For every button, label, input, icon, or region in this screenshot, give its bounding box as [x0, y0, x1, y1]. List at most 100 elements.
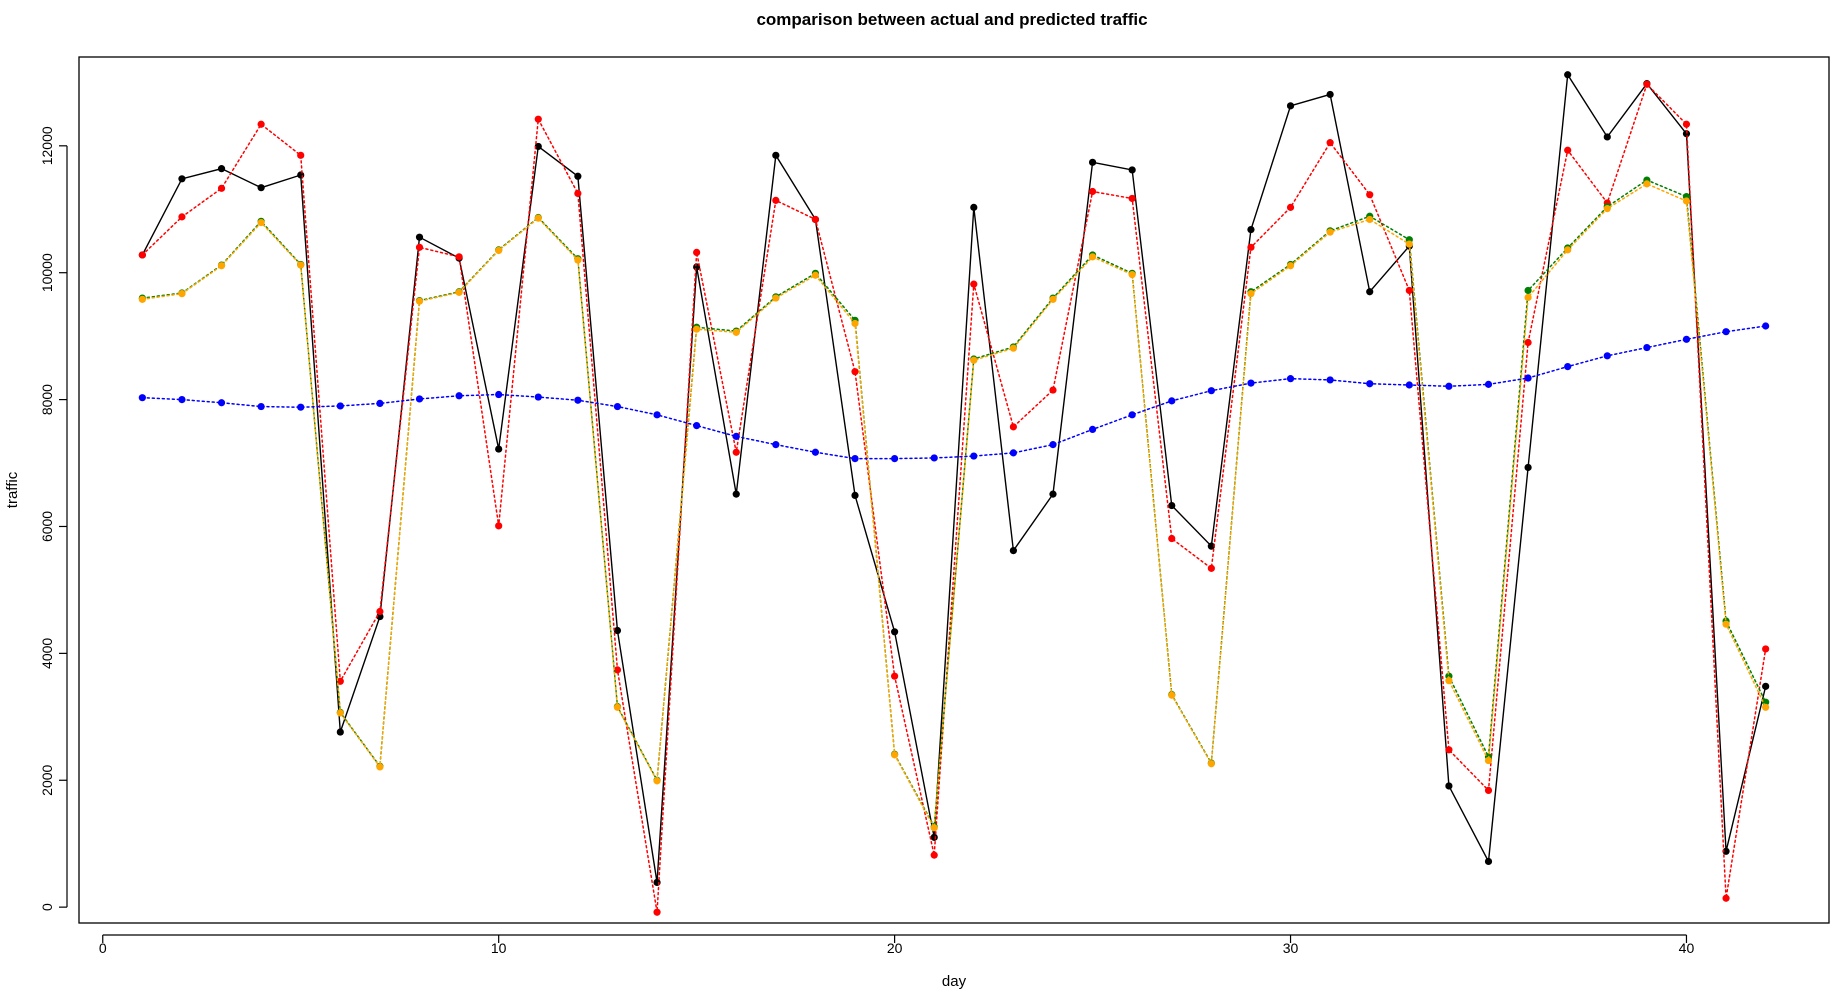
- data-point: [1722, 894, 1730, 902]
- data-point: [613, 703, 622, 711]
- data-point: [891, 454, 899, 463]
- data-point: [1484, 756, 1493, 765]
- data-point: [1088, 425, 1097, 434]
- data-point: [1722, 620, 1730, 628]
- data-point: [415, 395, 424, 403]
- data-point: [297, 403, 305, 411]
- x-tick-label: 40: [1679, 940, 1695, 956]
- data-point: [336, 677, 344, 685]
- data-point: [732, 432, 740, 440]
- data-point: [178, 213, 186, 221]
- data-point: [1009, 344, 1017, 352]
- y-axis-label: traffic: [4, 471, 21, 508]
- y-tick-label: 4000: [39, 638, 55, 669]
- data-point: [772, 151, 780, 159]
- data-point: [1366, 215, 1374, 224]
- data-point: [1207, 387, 1215, 395]
- data-point: [772, 196, 780, 204]
- data-point: [257, 184, 265, 192]
- data-point: [851, 491, 859, 499]
- data-point: [1128, 194, 1136, 203]
- data-point: [1722, 847, 1730, 855]
- data-point: [336, 402, 344, 410]
- data-point: [970, 452, 978, 460]
- data-point: [495, 390, 503, 399]
- data-point: [1564, 71, 1572, 79]
- data-point: [970, 280, 978, 288]
- data-point: [1524, 293, 1532, 302]
- data-point: [138, 394, 146, 402]
- y-tick-label: 6000: [39, 511, 55, 542]
- data-point: [1326, 376, 1334, 384]
- data-point: [336, 709, 344, 717]
- data-point: [930, 833, 938, 841]
- data-point: [613, 402, 622, 411]
- data-point: [1405, 286, 1413, 295]
- y-tick-label: 8000: [39, 384, 55, 415]
- data-point: [178, 175, 186, 183]
- series-line: [141, 72, 1767, 883]
- series-line: [141, 179, 1767, 830]
- data-point: [732, 328, 740, 336]
- data-point: [495, 246, 503, 255]
- axes: 0 10 20 30 40 0 2000 4000 6000 8000 10000 12000: [39, 126, 1694, 956]
- data-point: [1643, 180, 1651, 188]
- data-point: [217, 165, 226, 173]
- data-point: [297, 151, 305, 159]
- data-point: [534, 115, 542, 123]
- data-point: [1366, 191, 1374, 199]
- data-point: [1366, 288, 1374, 296]
- data-point: [1762, 322, 1770, 330]
- data-point: [1049, 441, 1057, 449]
- data-point: [455, 253, 463, 261]
- data-point: [415, 233, 424, 241]
- data-point: [415, 297, 424, 305]
- chart-title: comparison between actual and predicted …: [756, 10, 1147, 29]
- data-point: [1603, 205, 1611, 213]
- data-point: [1009, 449, 1017, 457]
- data-point: [1643, 343, 1651, 352]
- series-3: [138, 180, 1770, 832]
- data-point: [1168, 397, 1176, 405]
- data-point: [376, 763, 384, 771]
- data-point: [1484, 857, 1493, 866]
- data-point: [811, 271, 820, 279]
- series-4: [138, 322, 1770, 463]
- data-point: [534, 142, 542, 151]
- x-tick-label: 10: [491, 940, 507, 956]
- data-point: [1326, 90, 1334, 99]
- data-point: [1049, 490, 1057, 498]
- data-point: [693, 422, 701, 430]
- data-point: [1207, 564, 1215, 572]
- data-point: [851, 368, 859, 376]
- data-point: [1445, 746, 1453, 754]
- data-point: [1762, 682, 1770, 690]
- data-point: [1484, 380, 1493, 388]
- data-point: [1405, 240, 1413, 248]
- series-line: [141, 183, 1767, 831]
- data-point: [1524, 338, 1532, 347]
- data-point: [574, 189, 582, 198]
- x-tick-label: 30: [1283, 940, 1299, 956]
- data-point: [851, 319, 859, 328]
- series-1: [138, 80, 1770, 916]
- data-point: [1722, 328, 1730, 336]
- data-point: [534, 214, 542, 222]
- data-point: [1247, 243, 1255, 251]
- data-point: [1128, 411, 1136, 419]
- data-point: [178, 290, 186, 298]
- data-point: [1049, 386, 1057, 394]
- data-point: [1286, 262, 1295, 270]
- data-point: [930, 851, 938, 859]
- data-point: [1168, 501, 1176, 510]
- data-point: [1445, 677, 1453, 685]
- data-point: [138, 251, 146, 259]
- data-point: [1445, 782, 1453, 790]
- data-point: [1049, 295, 1057, 303]
- series-line: [141, 325, 1767, 460]
- data-point: [772, 294, 780, 302]
- data-point: [534, 393, 542, 401]
- data-point: [772, 441, 780, 449]
- data-point: [138, 295, 146, 303]
